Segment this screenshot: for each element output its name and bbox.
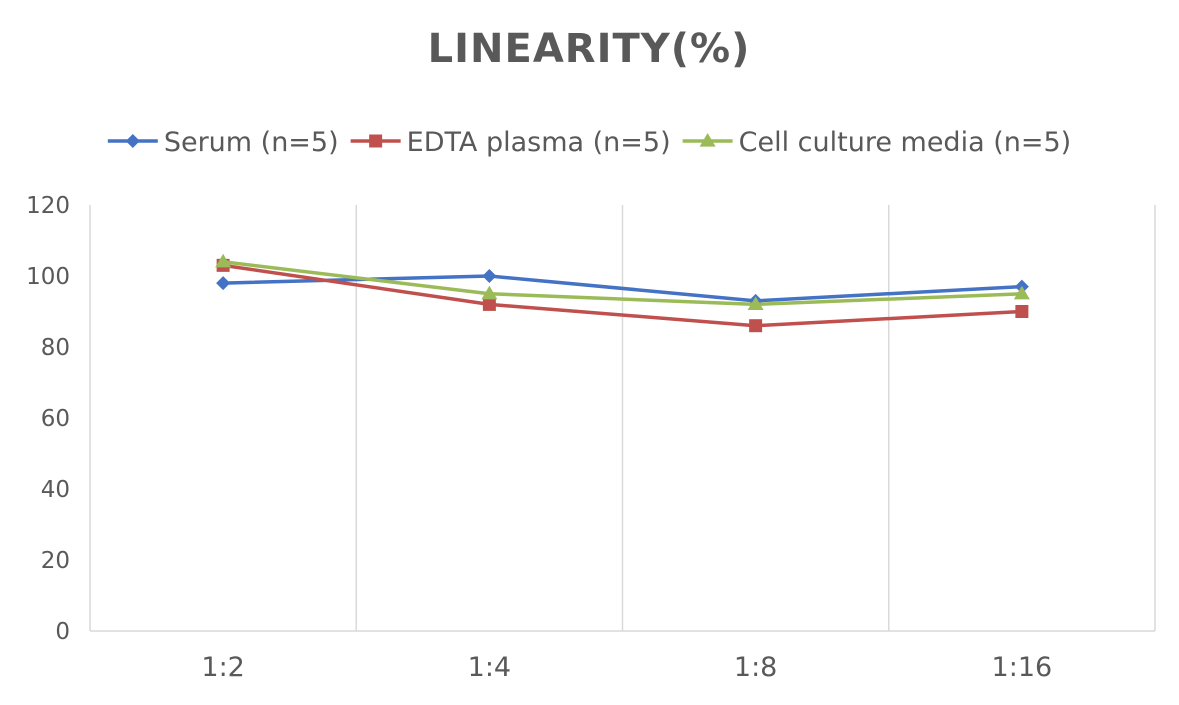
- series-line: [221, 274, 1024, 303]
- data-point-triangle: [481, 285, 498, 300]
- series-line: [221, 260, 1024, 307]
- legend-item: EDTA plasma (n=5): [350, 127, 671, 158]
- legend: Serum (n=5) EDTA plasma (n=5) Cell culture…: [107, 127, 1072, 158]
- series-group: [215, 253, 1030, 333]
- series-line: [221, 263, 1024, 328]
- y-tick-label: 0: [55, 619, 70, 645]
- data-point-triangle: [215, 253, 232, 268]
- data-point-square: [1015, 305, 1029, 318]
- legend-item: Serum (n=5): [107, 127, 339, 158]
- data-point-square: [369, 134, 383, 148]
- data-point-square: [482, 297, 496, 311]
- x-tick-label: 1:2: [201, 652, 244, 683]
- series-2: [215, 253, 1030, 310]
- data-point-diamond: [125, 134, 140, 148]
- y-tick-label: 100: [26, 264, 70, 290]
- y-tick-label: 80: [41, 335, 70, 361]
- legend-label: EDTA plasma (n=5): [407, 127, 671, 158]
- y-axis-ticks: 0 20 40 60 80 100 120: [26, 193, 70, 645]
- legend-label: Cell culture media (n=5): [739, 127, 1072, 158]
- data-point-square: [749, 319, 763, 333]
- grid: [89, 205, 1156, 632]
- y-tick-label: 20: [41, 548, 70, 574]
- x-axis-ticks: 1:2 1:4 1:8 1:16: [201, 652, 1052, 683]
- series-0: [216, 269, 1029, 308]
- data-point-diamond: [482, 269, 497, 283]
- y-tick-label: 120: [26, 193, 70, 219]
- data-point-triangle: [699, 133, 716, 147]
- y-tick-label: 40: [41, 477, 70, 503]
- legend-item: Cell culture media (n=5): [682, 127, 1072, 158]
- chart-title: LINEARITY(%): [428, 26, 751, 72]
- x-tick-label: 1:16: [992, 652, 1053, 683]
- x-tick-label: 1:4: [468, 652, 511, 683]
- series-1: [216, 258, 1029, 333]
- data-point-triangle: [747, 296, 764, 310]
- data-point-diamond: [216, 276, 231, 291]
- data-point-triangle: [1013, 285, 1030, 300]
- y-tick-label: 60: [41, 406, 70, 432]
- x-tick-label: 1:8: [734, 652, 777, 683]
- legend-label: Serum (n=5): [164, 127, 339, 158]
